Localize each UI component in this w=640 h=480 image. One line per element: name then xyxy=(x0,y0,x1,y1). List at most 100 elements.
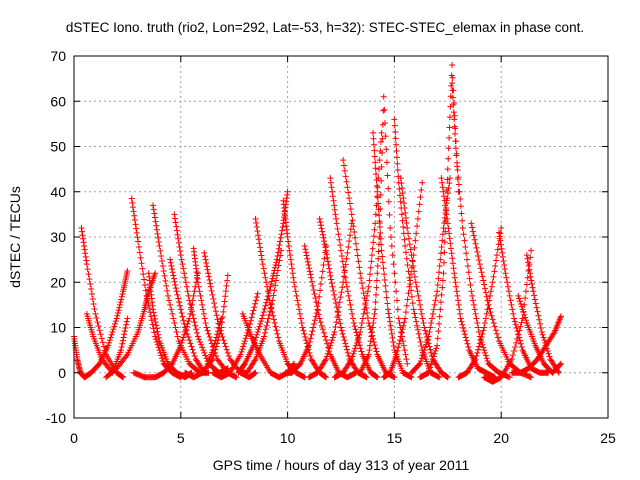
data-point xyxy=(482,315,489,322)
data-point xyxy=(98,335,105,342)
data-point xyxy=(285,243,292,250)
data-point xyxy=(446,235,453,242)
data-point xyxy=(321,333,328,340)
data-point xyxy=(441,249,448,256)
data-point xyxy=(481,324,488,331)
data-point xyxy=(527,273,534,280)
data-point xyxy=(449,94,456,101)
data-point xyxy=(381,276,388,283)
data-series xyxy=(397,175,451,381)
data-point xyxy=(529,284,536,291)
data-point xyxy=(506,374,513,381)
data-point xyxy=(305,262,312,269)
data-point xyxy=(169,310,176,317)
data-point xyxy=(398,180,405,187)
data-point xyxy=(404,262,411,269)
data-point xyxy=(379,149,386,156)
data-point xyxy=(397,175,404,182)
data-point xyxy=(375,206,382,213)
data-point xyxy=(219,334,226,341)
data-point xyxy=(199,301,206,308)
data-point xyxy=(301,243,308,250)
data-point xyxy=(555,369,562,376)
data-point xyxy=(370,135,377,142)
data-point xyxy=(348,356,355,363)
data-point xyxy=(461,237,468,244)
data-point xyxy=(178,310,185,317)
data-point xyxy=(526,266,533,273)
data-point xyxy=(434,342,441,349)
data-point xyxy=(419,179,426,186)
data-point xyxy=(501,262,508,269)
data-point xyxy=(473,244,480,251)
data-point xyxy=(449,255,456,262)
data-point xyxy=(438,243,445,250)
data-point xyxy=(337,242,344,249)
data-point xyxy=(332,324,339,331)
data-point xyxy=(311,320,318,327)
data-point xyxy=(368,329,375,336)
data-point xyxy=(114,312,121,319)
data-point xyxy=(393,297,400,304)
data-point xyxy=(353,339,360,346)
data-point xyxy=(394,306,401,313)
data-point xyxy=(455,297,462,304)
data-point xyxy=(79,232,86,239)
data-point xyxy=(257,248,264,255)
data-point xyxy=(416,201,423,208)
data-point xyxy=(503,274,510,281)
data-point xyxy=(522,314,529,321)
data-point xyxy=(276,257,283,264)
data-point xyxy=(380,93,387,100)
data-point xyxy=(344,184,351,191)
data-point xyxy=(162,277,169,284)
data-point xyxy=(257,244,264,251)
data-point xyxy=(314,307,321,314)
data-point xyxy=(219,314,226,321)
data-point xyxy=(440,270,447,277)
data-point xyxy=(449,87,456,94)
data-point xyxy=(151,315,158,322)
data-point xyxy=(372,165,379,172)
data-point xyxy=(240,343,247,350)
data-point xyxy=(429,310,436,317)
data-point xyxy=(414,326,421,333)
data-point xyxy=(178,256,185,263)
data-point xyxy=(362,300,369,307)
data-point xyxy=(475,253,482,260)
data-point xyxy=(488,283,495,290)
data-point xyxy=(119,337,126,344)
data-point xyxy=(324,254,331,261)
data-point xyxy=(351,323,358,330)
data-point xyxy=(470,232,477,239)
data-point xyxy=(404,360,411,367)
data-point xyxy=(394,160,401,167)
data-point xyxy=(504,279,511,286)
data-point xyxy=(252,300,259,307)
data-point xyxy=(377,191,384,198)
data-point xyxy=(181,331,188,338)
data-point xyxy=(302,337,309,344)
data-point xyxy=(320,329,327,336)
data-point xyxy=(403,219,410,226)
data-point xyxy=(378,163,385,170)
data-point xyxy=(453,283,460,290)
data-point xyxy=(437,256,444,263)
data-point xyxy=(314,303,321,310)
data-point xyxy=(358,319,365,326)
data-point xyxy=(393,288,400,295)
data-point xyxy=(262,302,269,309)
data-point xyxy=(253,293,260,300)
data-point xyxy=(532,300,539,307)
data-point xyxy=(389,252,396,259)
data-point xyxy=(187,340,194,347)
data-point xyxy=(441,238,448,245)
data-point xyxy=(258,252,265,259)
data-point xyxy=(180,317,187,324)
data-point xyxy=(96,327,103,334)
data-point xyxy=(498,224,505,231)
x-tick-label: 20 xyxy=(493,430,509,446)
data-point xyxy=(452,138,459,145)
data-point xyxy=(373,277,380,284)
data-point xyxy=(489,279,496,286)
